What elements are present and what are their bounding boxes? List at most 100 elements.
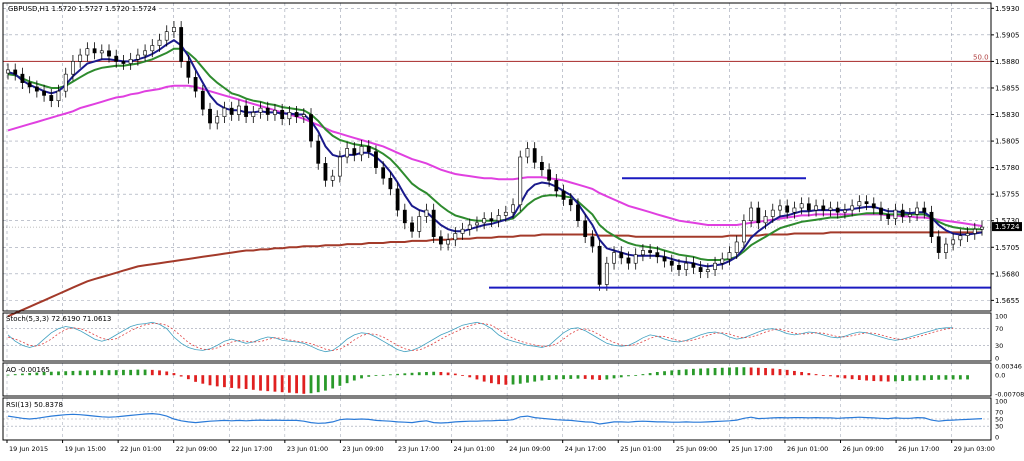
price-tick-label: 1.5755 xyxy=(995,191,1020,199)
candle-body xyxy=(453,233,458,241)
candle-body xyxy=(99,50,104,54)
candle xyxy=(568,193,573,212)
current-price-label: 1.5724 xyxy=(995,223,1020,231)
ao-bar xyxy=(785,369,789,376)
ao-panel-frame xyxy=(2,362,992,397)
candle xyxy=(388,171,393,196)
ao-bar xyxy=(756,367,760,376)
ao-bar xyxy=(966,375,969,380)
ao-bar xyxy=(627,375,630,377)
ao-bar xyxy=(388,374,392,376)
candle xyxy=(662,250,667,268)
candle xyxy=(843,203,847,219)
candle xyxy=(56,84,61,108)
rsi-panel-frame xyxy=(2,397,992,441)
ao-bar xyxy=(129,369,133,376)
candle-body xyxy=(633,254,638,264)
time-tick-label: 24 Jun 09:00 xyxy=(509,445,550,453)
ao-bar xyxy=(872,375,876,382)
candle-body xyxy=(431,209,436,237)
candle xyxy=(850,199,855,217)
candle xyxy=(208,102,212,130)
candle xyxy=(734,235,739,259)
candle xyxy=(727,246,732,266)
candle-body xyxy=(648,250,653,253)
ao-bar xyxy=(829,375,832,377)
candle-body xyxy=(215,116,220,124)
candle-body xyxy=(157,39,162,46)
candle-body xyxy=(49,95,54,102)
candle-body xyxy=(410,222,414,232)
candle xyxy=(337,150,342,183)
candle xyxy=(244,99,248,124)
ao-bar xyxy=(764,368,767,376)
ao-bar xyxy=(778,369,782,376)
candle xyxy=(410,216,414,238)
candle xyxy=(417,210,422,238)
ao-bar xyxy=(648,373,652,376)
candle-body xyxy=(641,250,645,256)
candle xyxy=(222,101,227,124)
candle-body xyxy=(532,148,537,163)
price-tick-label: 1.5730 xyxy=(995,217,1020,225)
ao-bar xyxy=(915,375,919,381)
price-tick-label: 1.5930 xyxy=(995,5,1020,13)
candle-body xyxy=(236,105,241,115)
rsi-panel xyxy=(3,411,991,427)
ao-bar xyxy=(13,374,17,376)
candle-body xyxy=(864,201,869,205)
ao-bar xyxy=(836,375,840,378)
ao-bar xyxy=(295,375,298,394)
candle xyxy=(879,201,883,221)
candle xyxy=(633,248,638,270)
ao-bar xyxy=(432,371,436,376)
ao-bar xyxy=(381,374,385,376)
candle xyxy=(99,44,104,60)
ao-bar xyxy=(446,372,450,376)
ao-bar xyxy=(49,371,53,376)
time-tick-label: 23 Jun 09:00 xyxy=(342,445,383,453)
candle-body xyxy=(886,214,891,219)
ao-bar xyxy=(122,369,125,376)
candle xyxy=(907,207,912,223)
ao-bar xyxy=(944,375,948,380)
ao-bar xyxy=(706,368,710,376)
candle xyxy=(821,199,826,217)
candle-body xyxy=(150,45,155,52)
channel-lines[interactable] xyxy=(489,177,991,289)
ao-bar xyxy=(302,375,306,394)
candle-body xyxy=(13,69,18,75)
time-tick-label: 26 Jun 01:00 xyxy=(787,445,828,453)
ao-bar xyxy=(215,375,219,387)
ao-bar xyxy=(237,375,241,389)
candle xyxy=(431,203,436,244)
candle-body xyxy=(857,201,862,207)
candle-body xyxy=(539,162,544,171)
candle-body xyxy=(179,27,184,62)
price-panel-frame xyxy=(2,2,992,312)
candle-body xyxy=(770,209,775,217)
ao-bar xyxy=(57,371,60,376)
ao-bar xyxy=(591,375,594,380)
candle-body xyxy=(482,218,487,224)
ao-bar xyxy=(158,370,161,376)
ao-bar xyxy=(670,370,674,376)
candle xyxy=(366,140,371,159)
fibonacci-level[interactable]: 50.0 xyxy=(3,53,991,63)
candle-body xyxy=(958,235,963,241)
candle-body xyxy=(626,257,631,264)
candle-body xyxy=(381,167,386,179)
candle xyxy=(641,244,645,262)
candle-body xyxy=(63,73,68,92)
candlesticks xyxy=(6,21,984,291)
candle xyxy=(143,44,147,62)
candle xyxy=(251,106,256,124)
candle xyxy=(597,239,602,291)
ao-bar xyxy=(64,371,68,376)
ao-bar xyxy=(511,375,515,385)
candle xyxy=(352,142,357,162)
ao-bar xyxy=(569,375,573,379)
ao-bar xyxy=(908,375,912,381)
ao-bar xyxy=(439,372,443,376)
